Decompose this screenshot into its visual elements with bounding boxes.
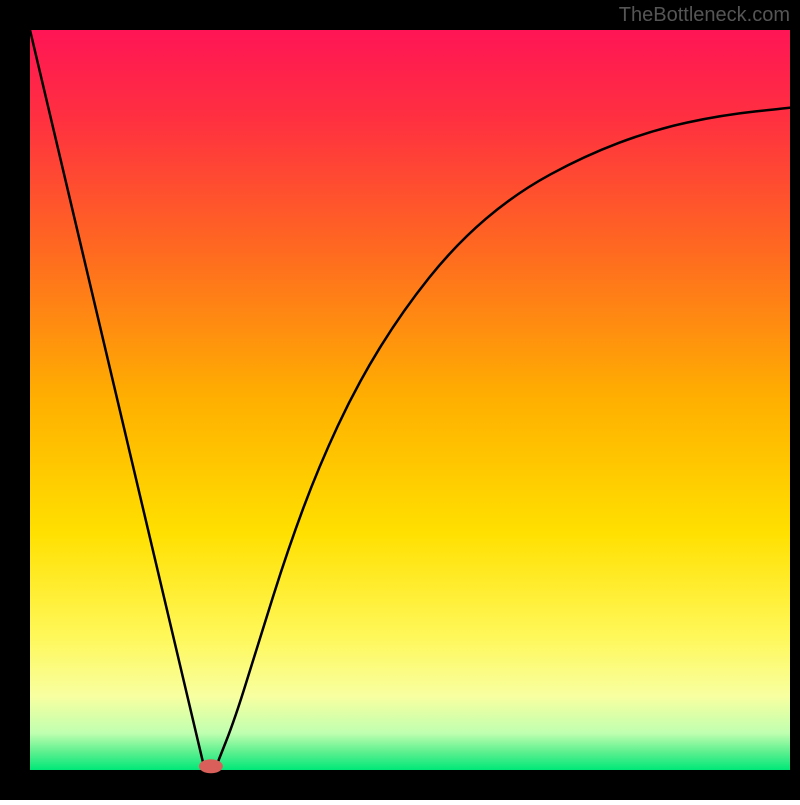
plot-background	[30, 30, 790, 770]
watermark-text: TheBottleneck.com	[619, 4, 790, 27]
minimum-marker	[199, 759, 223, 773]
chart-container	[0, 0, 800, 800]
chart-svg	[0, 0, 800, 800]
